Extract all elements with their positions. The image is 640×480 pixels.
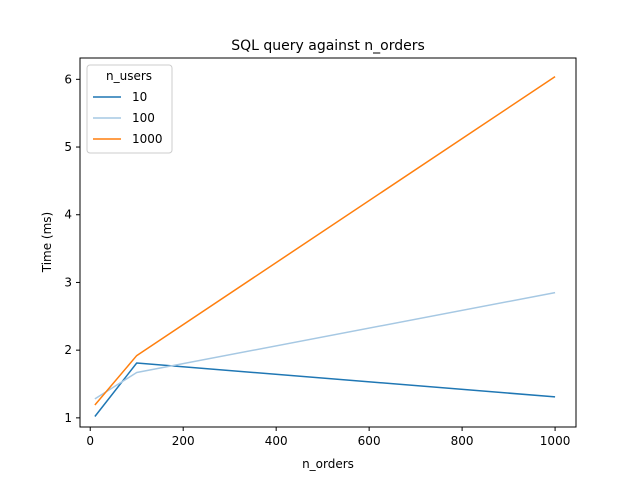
y-tick-label: 5 [64,140,72,154]
x-tick-label: 800 [451,434,474,448]
y-tick-label: 1 [64,411,72,425]
y-tick-label: 6 [64,72,72,86]
plot-area: 0 200 400 600 800 1000 1 2 3 4 5 6 [64,72,570,448]
series-line-10 [94,362,556,417]
x-axis-label: n_orders [302,457,354,471]
y-tick-label: 3 [64,275,72,289]
plot-frame [79,57,577,428]
legend: n_users 10 100 1000 [86,64,173,154]
series-line-1000 [94,75,556,406]
x-tick-label: 0 [86,434,94,448]
legend-label-10: 10 [132,90,147,104]
x-tick-label: 400 [265,434,288,448]
y-tick-label: 2 [64,343,72,357]
legend-box [86,64,173,154]
legend-label-1000: 1000 [132,132,163,146]
series-line-100 [94,291,556,400]
legend-title: n_users [106,69,152,83]
x-tick-label: 200 [172,434,195,448]
x-tick-label: 600 [358,434,381,448]
chart-title: SQL query against n_orders [231,38,425,54]
x-tick-label: 1000 [540,434,571,448]
y-tick-label: 4 [64,208,72,222]
y-axis-label: Time (ms) [40,212,54,274]
legend-label-100: 100 [132,111,155,125]
